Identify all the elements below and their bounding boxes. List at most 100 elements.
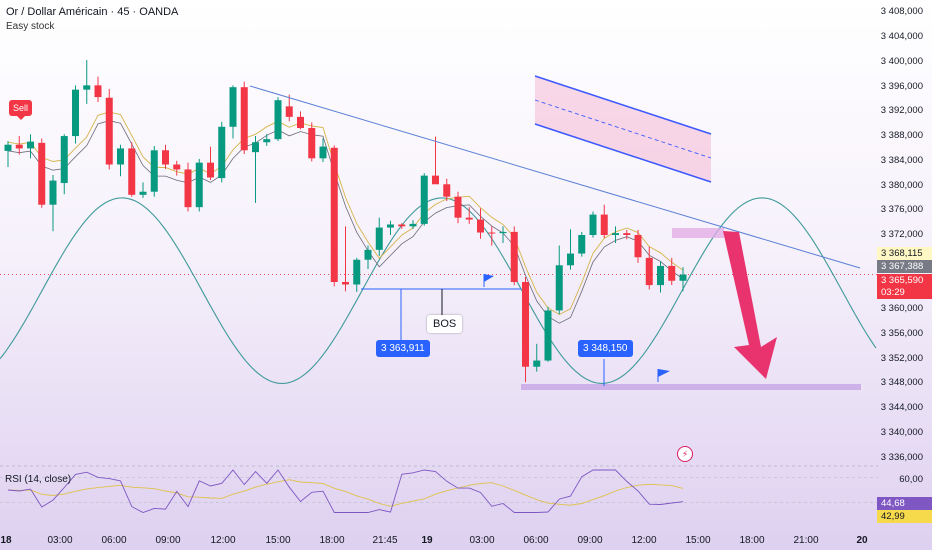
countdown-tag: 03:29 xyxy=(877,286,932,299)
time-tick-label: 21:45 xyxy=(372,535,398,546)
price-tick-label: 3 336,000 xyxy=(880,451,923,463)
candle-body xyxy=(600,214,608,235)
time-tick-label: 15:00 xyxy=(265,535,291,546)
channel-bottom xyxy=(534,123,712,183)
candle-body xyxy=(409,223,417,227)
candle-body xyxy=(105,97,113,165)
price-tick-label: 3 372,000 xyxy=(880,229,923,240)
candle-body xyxy=(38,142,46,205)
candle-body xyxy=(195,162,203,208)
candle-body xyxy=(544,310,552,361)
time-tick-label: 18 xyxy=(0,535,12,546)
candle-body xyxy=(274,100,282,140)
candle-body xyxy=(83,85,91,90)
candle-body xyxy=(229,87,237,127)
candle-body xyxy=(488,232,496,234)
candle-body xyxy=(94,85,102,98)
indicator-name: Easy stock xyxy=(6,21,55,32)
lightning-icon[interactable]: ⚡ xyxy=(677,446,693,462)
candle-body xyxy=(364,249,372,260)
candle-body xyxy=(252,142,259,153)
rsi-label: RSI (14, close) xyxy=(5,474,72,485)
cycle-wave-line xyxy=(0,197,877,384)
candle-body xyxy=(645,257,653,286)
time-tick-label: 03:00 xyxy=(47,535,73,546)
candle-body xyxy=(184,169,192,208)
candle-body xyxy=(342,282,349,285)
candle-body xyxy=(657,265,664,286)
candle-body xyxy=(319,146,327,159)
candle-body xyxy=(567,253,574,266)
candle-body xyxy=(150,150,158,192)
candle-body xyxy=(477,219,484,233)
support-zone xyxy=(521,384,861,390)
candle-body xyxy=(668,265,676,281)
candle-body xyxy=(117,148,124,165)
price-tick-label: 3 404,000 xyxy=(880,31,923,43)
candle-body xyxy=(49,180,57,205)
channel-mid xyxy=(534,99,712,159)
time-tick-label: 15:00 xyxy=(685,535,711,546)
price-tick-label: 3 408,000 xyxy=(880,6,923,18)
price-tick-label: 3 400,000 xyxy=(880,55,923,67)
candle-body xyxy=(4,144,12,151)
bearish-arrow xyxy=(723,231,777,379)
price-tick-label: 3 352,000 xyxy=(880,352,923,364)
candle-body xyxy=(308,128,316,159)
ma-line-yellow xyxy=(7,111,684,316)
candle-body xyxy=(443,184,451,197)
rsi-ma-line xyxy=(7,479,684,507)
rsi-line xyxy=(7,469,684,513)
chart-title: Or / Dollar Américain · 45 · OANDA xyxy=(6,6,179,18)
candle-body xyxy=(499,231,507,234)
flag-icon xyxy=(484,274,494,282)
rsi-ma-tag: 42,99 xyxy=(877,510,932,523)
trendline xyxy=(249,85,861,269)
candle-body xyxy=(173,164,181,170)
price-tick-label: 3 380,000 xyxy=(880,179,923,191)
candle-body xyxy=(330,147,338,282)
candle-body xyxy=(60,136,68,184)
price-tick-label: 3 356,000 xyxy=(880,327,923,339)
time-tick-label: 18:00 xyxy=(739,535,765,546)
candle-body xyxy=(72,89,79,137)
candle-body xyxy=(375,227,383,250)
time-tick-label: 06:00 xyxy=(523,535,549,546)
candle-body xyxy=(297,116,304,129)
price-tick-label: 3 392,000 xyxy=(880,105,923,117)
sell-signal-label[interactable]: Sell xyxy=(9,100,33,120)
rsi-value-tag: 44,68 xyxy=(877,497,932,510)
price-callout-1[interactable]: 3 363,911 xyxy=(376,340,430,357)
candle-body xyxy=(522,282,529,367)
candle-body xyxy=(634,235,642,258)
candle-body xyxy=(218,126,226,179)
bos-label[interactable]: BOS xyxy=(427,315,463,333)
candle-body xyxy=(162,150,169,165)
candle-body xyxy=(679,274,687,281)
rsi-tick-60: 60,00 xyxy=(899,474,923,485)
time-tick-label: 18:00 xyxy=(319,535,345,546)
time-tick-label: 06:00 xyxy=(101,535,127,546)
price-tick-label: 3 384,000 xyxy=(880,154,923,166)
time-tick-label: 12:00 xyxy=(210,535,236,546)
candle-body xyxy=(128,148,136,195)
candle-body xyxy=(612,233,619,235)
resistance-zone xyxy=(672,228,724,238)
time-tick-label: 20 xyxy=(856,535,868,546)
candle-body xyxy=(578,235,586,254)
candle-body xyxy=(240,87,248,151)
candle-body xyxy=(263,139,271,143)
candle-body xyxy=(623,233,631,235)
candle-body xyxy=(285,106,293,117)
price-callout-2[interactable]: 3 348,150 xyxy=(578,340,633,357)
time-tick-label: 09:00 xyxy=(577,535,603,546)
candle-body xyxy=(139,191,147,195)
price-tick-label: 3 388,000 xyxy=(880,130,923,142)
price-tick-label: 3 340,000 xyxy=(880,426,923,438)
price-tag-mid: 3 367,388 xyxy=(877,260,932,273)
price-tick-label: 3 344,000 xyxy=(880,402,923,414)
price-tag-current: 3 365,590 xyxy=(877,274,932,287)
candle-body xyxy=(15,144,23,149)
